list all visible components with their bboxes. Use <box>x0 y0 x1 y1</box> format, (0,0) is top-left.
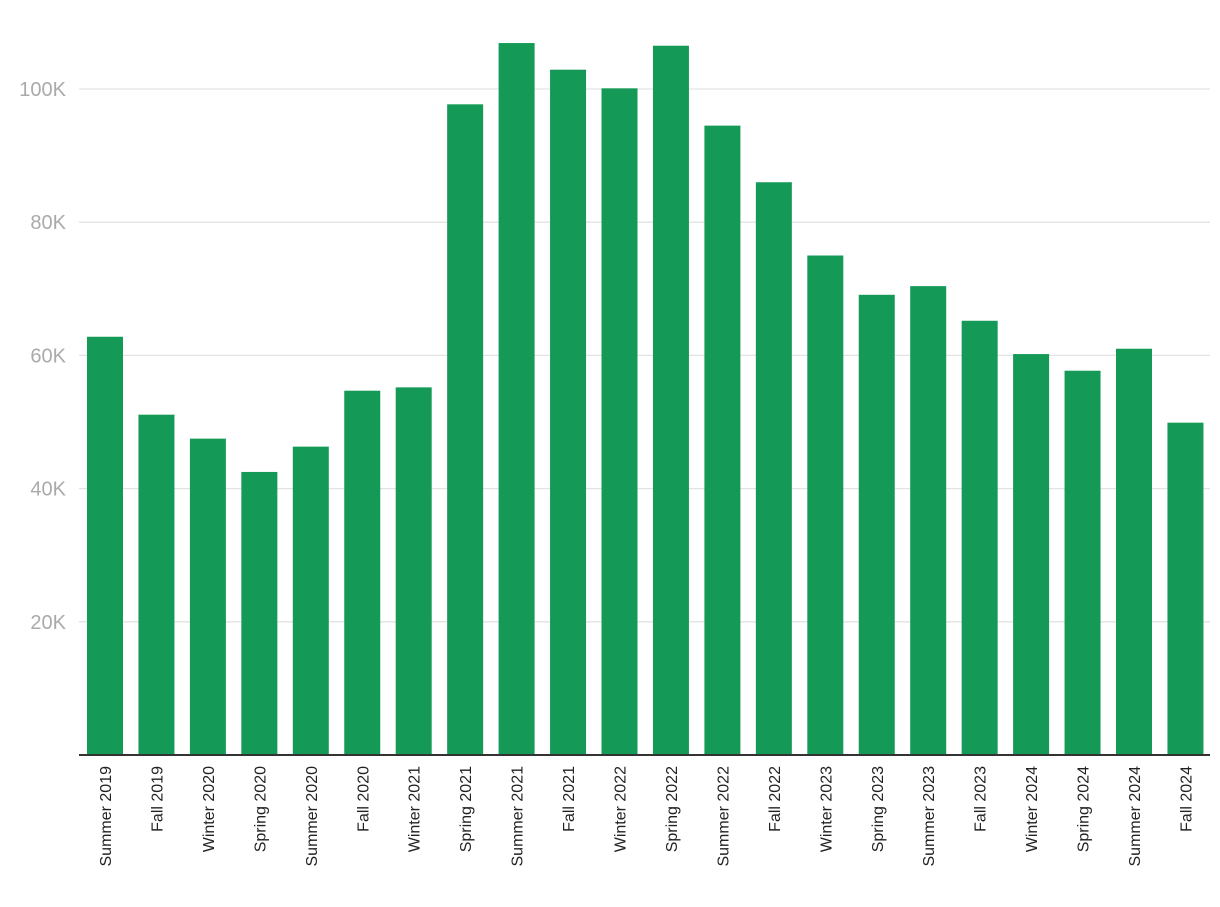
x-tick-label: Fall 2021 <box>561 766 578 832</box>
x-tick-label: Winter 2024 <box>1024 766 1041 852</box>
x-tick-label: Winter 2022 <box>613 766 630 852</box>
bar <box>858 294 895 755</box>
y-tick-label: 80K <box>30 212 66 234</box>
y-tick-label: 100K <box>19 79 66 101</box>
x-tick-label: Spring 2022 <box>664 766 681 852</box>
x-tick-label: Fall 2024 <box>1178 766 1195 832</box>
bar <box>1013 354 1050 755</box>
x-tick-label: Fall 2019 <box>149 766 166 832</box>
bar <box>961 320 998 755</box>
bar <box>138 414 175 755</box>
x-tick-label: Summer 2023 <box>921 766 938 867</box>
y-tick-label: 20K <box>30 612 66 634</box>
bar <box>395 387 432 755</box>
bar <box>910 286 947 755</box>
bar <box>601 88 638 756</box>
x-tick-label: Spring 2023 <box>870 766 887 852</box>
bar <box>292 446 329 755</box>
bar <box>1167 422 1204 755</box>
y-axis-tick-labels: 20K 40K 60K 80K 100K <box>19 79 66 634</box>
x-axis-tick-labels: Summer 2019 Fall 2019 Winter 2020 Spring 20… <box>98 766 1195 867</box>
bar <box>241 471 278 755</box>
x-tick-label: Fall 2023 <box>973 766 990 832</box>
x-tick-label: Summer 2022 <box>715 766 732 867</box>
x-tick-label: Winter 2020 <box>201 766 218 852</box>
bar <box>807 255 844 755</box>
x-tick-label: Summer 2020 <box>304 766 321 867</box>
x-tick-label: Winter 2023 <box>818 766 835 852</box>
x-tick-label: Summer 2019 <box>98 766 115 867</box>
x-tick-label: Fall 2020 <box>355 766 372 832</box>
x-tick-label: Summer 2021 <box>510 766 527 867</box>
bar <box>344 390 381 755</box>
y-tick-label: 40K <box>30 479 66 501</box>
x-tick-label: Spring 2024 <box>1076 766 1093 852</box>
bar <box>447 104 484 756</box>
x-tick-label: Fall 2022 <box>767 766 784 832</box>
x-tick-label: Summer 2024 <box>1127 766 1144 867</box>
x-tick-label: Winter 2021 <box>407 766 424 852</box>
bar <box>87 336 123 755</box>
bar <box>1116 348 1152 755</box>
y-tick-label: 60K <box>30 345 66 367</box>
bar <box>704 125 741 755</box>
bar <box>189 438 226 755</box>
bar <box>755 182 792 756</box>
x-tick-label: Spring 2021 <box>458 766 475 852</box>
bar <box>550 69 587 756</box>
x-tick-label: Spring 2020 <box>252 766 269 852</box>
bar <box>652 45 689 755</box>
bar <box>1064 370 1101 755</box>
bar <box>498 43 535 755</box>
bars <box>87 43 1204 756</box>
